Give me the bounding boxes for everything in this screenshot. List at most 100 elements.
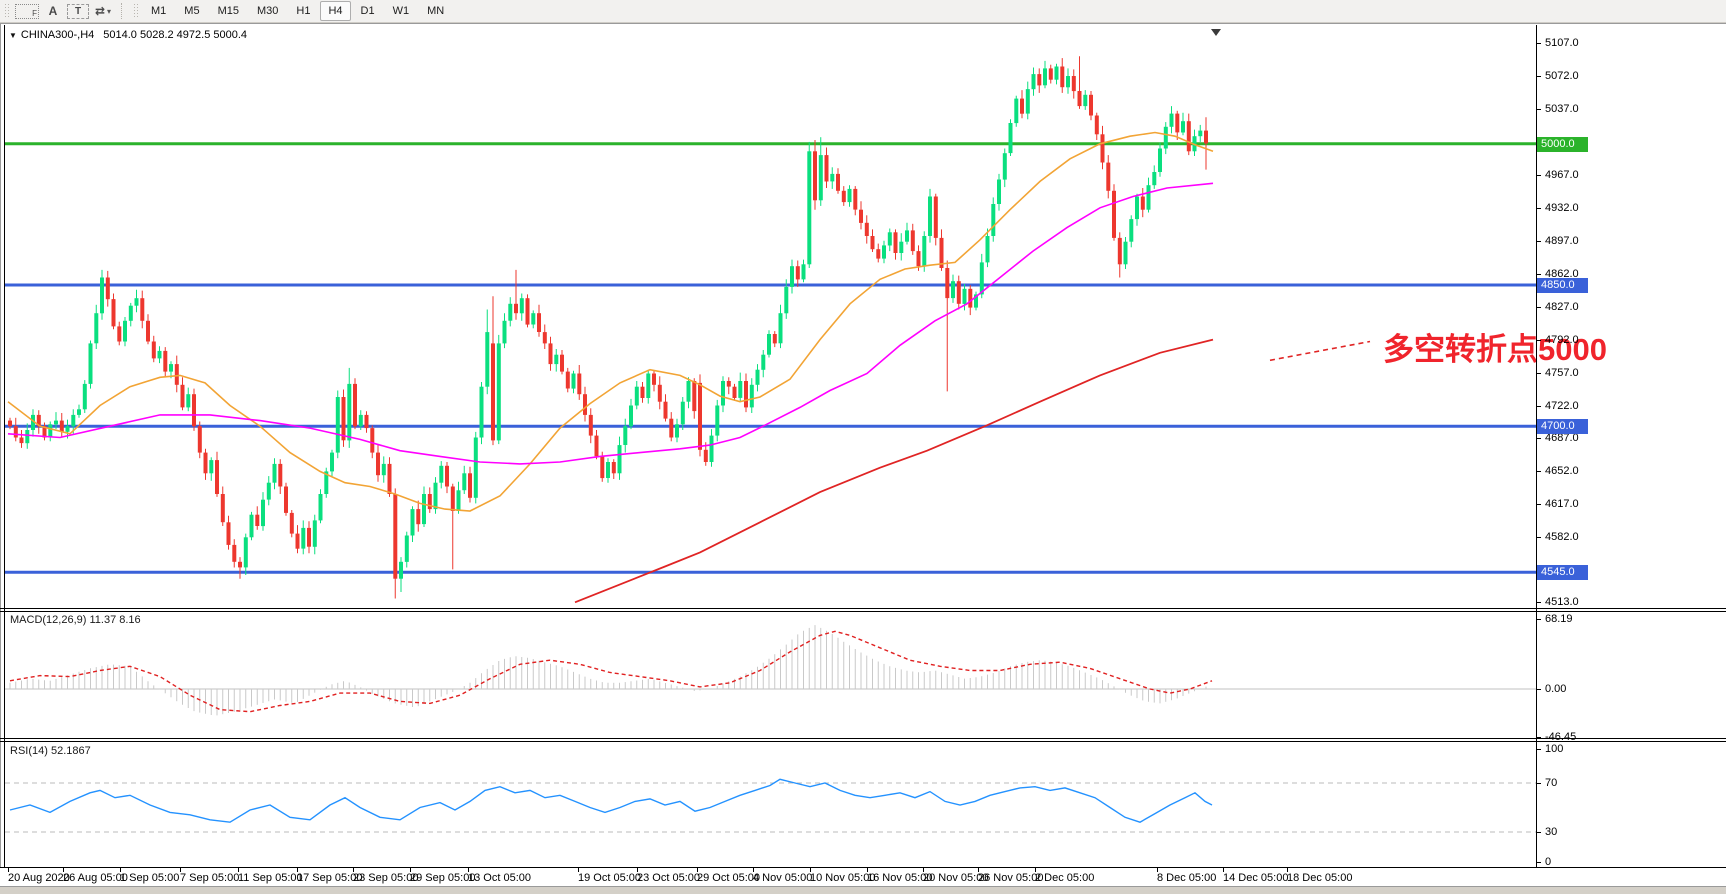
timeframe-button-m30[interactable]: M30 [256, 5, 279, 17]
date-tick [578, 868, 579, 872]
date-tick [297, 868, 298, 872]
price-axis[interactable]: 5107.0 5072.0 5037.0 4967.0 4932.0 4897.0 4862… [1537, 0, 1726, 894]
date-tick [63, 868, 64, 872]
date-tick [8, 868, 9, 872]
panel-divider[interactable] [0, 741, 1726, 742]
date-tick [1157, 868, 1158, 872]
timeframe-button-m1[interactable]: M1 [151, 5, 167, 17]
bottom-status-strip [0, 886, 1726, 894]
hline-objects[interactable] [5, 142, 1536, 574]
date-tick [180, 868, 181, 872]
rsi-axis-label: 30 [1545, 826, 1558, 838]
toolbar-grip[interactable] [4, 3, 9, 19]
date-axis-label: 11 Sep 05:00 [238, 872, 303, 884]
price-tick [1537, 373, 1541, 374]
price-tick [1537, 76, 1541, 77]
price-line-badge: 4700.0 [1537, 419, 1588, 434]
text-box-icon[interactable]: T [67, 3, 89, 19]
price-line-badge: 4545.0 [1537, 565, 1588, 580]
trend-dash-fragment [1269, 340, 1371, 362]
timeframe-button-mn[interactable]: MN [427, 5, 445, 17]
date-tick [697, 868, 698, 872]
ma-fast-orange [7, 131, 1214, 512]
price-tick [1537, 307, 1541, 308]
price-tick [1537, 241, 1541, 242]
price-axis-label: 4582.0 [1545, 531, 1579, 543]
price-axis-label: 5037.0 [1545, 103, 1579, 115]
price-line-badge: 4850.0 [1537, 278, 1588, 293]
arrange-arrows-icon[interactable]: ⇄ ▾ [94, 4, 112, 18]
macd-axis-tick [1537, 619, 1541, 620]
rsi-axis-tick [1537, 862, 1541, 863]
macd-axis-label: 0.00 [1545, 683, 1567, 695]
price-tick [1537, 438, 1541, 439]
date-axis-label: 13 Oct 05:00 [468, 872, 531, 884]
rsi-axis-label: 70 [1545, 777, 1558, 789]
snap-grid-icon[interactable]: F [15, 3, 39, 19]
price-tick [1537, 471, 1541, 472]
timeframe-grip[interactable] [133, 3, 138, 19]
price-line-badge: 5000.0 [1537, 137, 1588, 152]
toolbar: F A T ⇄ ▾ M1 M5 M15 M30 H1 H4 D1 W1 MN [0, 0, 1726, 23]
price-axis-border [1536, 25, 1537, 868]
date-axis-label: 20 Aug 2020 [8, 872, 70, 884]
chart-shift-marker[interactable] [1211, 29, 1221, 36]
timeframe-button-m5[interactable]: M5 [184, 5, 200, 17]
timeframe-button-d1[interactable]: D1 [360, 5, 375, 17]
rsi-axis-tick [1537, 783, 1541, 784]
symbol-dropdown-icon[interactable]: ▼ [9, 31, 17, 40]
chart-window-top-border [0, 23, 1726, 24]
date-axis-label: 8 Dec 05:00 [1157, 872, 1217, 884]
date-axis-label: 23 Sep 05:00 [353, 872, 419, 884]
price-tick [1537, 109, 1541, 110]
timeframe-button-h1[interactable]: H1 [296, 5, 311, 17]
chart-text-annotation[interactable]: 多空转折点5000 [1383, 332, 1607, 367]
price-tick [1537, 406, 1541, 407]
date-axis-label: 1 Sep 05:00 [120, 872, 180, 884]
timeframe-button-h4[interactable]: H4 [320, 1, 351, 21]
chart-title-bar: ▼ CHINA300-,H4 5014.0 5028.2 4972.5 5000.4 [9, 29, 247, 41]
date-axis-label: 29 Sep 05:00 [410, 872, 476, 884]
timeframe-button-w1[interactable]: W1 [392, 5, 410, 17]
price-axis-label: 4722.0 [1545, 400, 1579, 412]
ma-trend-red [574, 338, 1214, 604]
date-tick [238, 868, 239, 872]
panel-divider[interactable] [0, 738, 1726, 739]
rsi-chart-canvas[interactable] [0, 742, 1537, 866]
date-axis[interactable]: 20 Aug 2020 26 Aug 05:00 1 Sep 05:00 7 Sep … [0, 868, 1726, 886]
main-chart-canvas[interactable] [0, 28, 1537, 608]
macd-signal-line [9, 630, 1213, 713]
price-axis-label: 4617.0 [1545, 498, 1579, 510]
date-axis-label: 20 Nov 05:00 [923, 872, 989, 884]
date-axis-label: 4 Nov 05:00 [753, 872, 813, 884]
macd-indicator-label: MACD(12,26,9) 11.37 8.16 [10, 614, 141, 626]
rsi-line [9, 778, 1213, 823]
panel-divider[interactable] [0, 608, 1726, 609]
date-tick [410, 868, 411, 872]
rsi-axis-label: 100 [1545, 743, 1564, 755]
rsi-indicator-label: RSI(14) 52.1867 [10, 745, 91, 757]
panel-divider[interactable] [0, 611, 1726, 612]
date-axis-label: 18 Dec 05:00 [1287, 872, 1353, 884]
date-tick [867, 868, 868, 872]
macd-chart-canvas[interactable] [0, 612, 1537, 738]
ohlc-quote: 5014.0 5028.2 4972.5 5000.4 [103, 29, 248, 41]
macd-axis-tick [1537, 689, 1541, 690]
date-axis-line [0, 867, 1726, 868]
text-label-icon[interactable]: A [48, 4, 58, 18]
date-axis-label: 23 Oct 05:00 [637, 872, 700, 884]
drawing-tools-group: F A T ⇄ ▾ [13, 2, 115, 20]
date-tick [1223, 868, 1224, 872]
date-tick [637, 868, 638, 872]
date-axis-label: 26 Nov 05:00 [978, 872, 1044, 884]
dropdown-caret-icon[interactable]: ▾ [107, 6, 112, 16]
date-tick [468, 868, 469, 872]
window-left-border [0, 24, 1, 886]
rsi-axis-label: 0 [1545, 856, 1552, 868]
timeframe-button-m15[interactable]: M15 [217, 5, 239, 17]
price-axis-label: 4932.0 [1545, 202, 1579, 214]
date-tick [810, 868, 811, 872]
price-axis-label: 4792.0 [1545, 334, 1579, 346]
date-tick [120, 868, 121, 872]
price-tick [1537, 504, 1541, 505]
